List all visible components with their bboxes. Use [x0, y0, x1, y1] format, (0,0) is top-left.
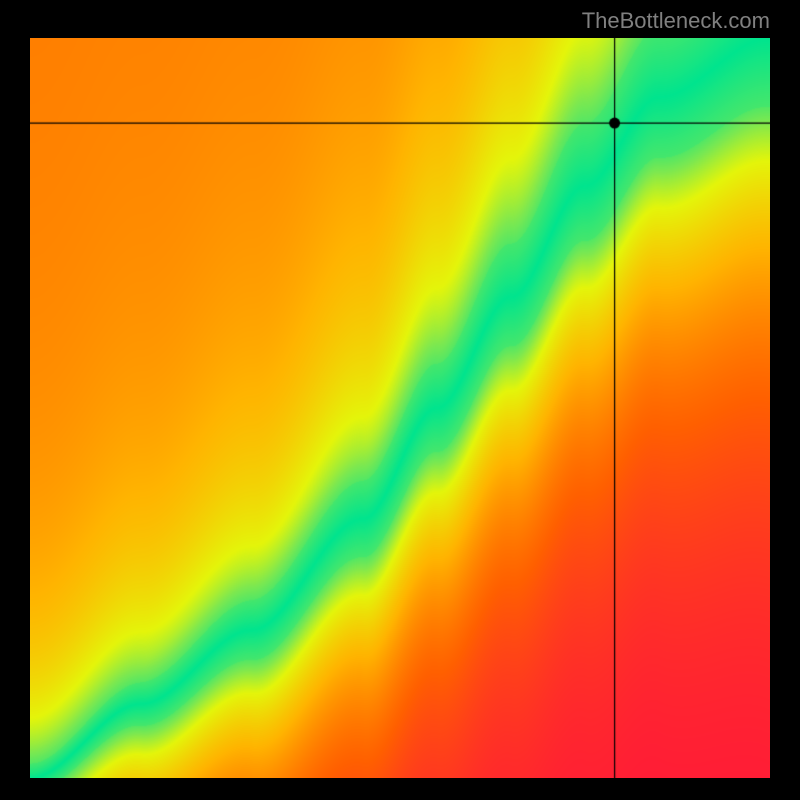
watermark-text: TheBottleneck.com [582, 8, 770, 34]
heatmap-canvas [30, 38, 770, 778]
heatmap-plot-area [30, 38, 770, 778]
